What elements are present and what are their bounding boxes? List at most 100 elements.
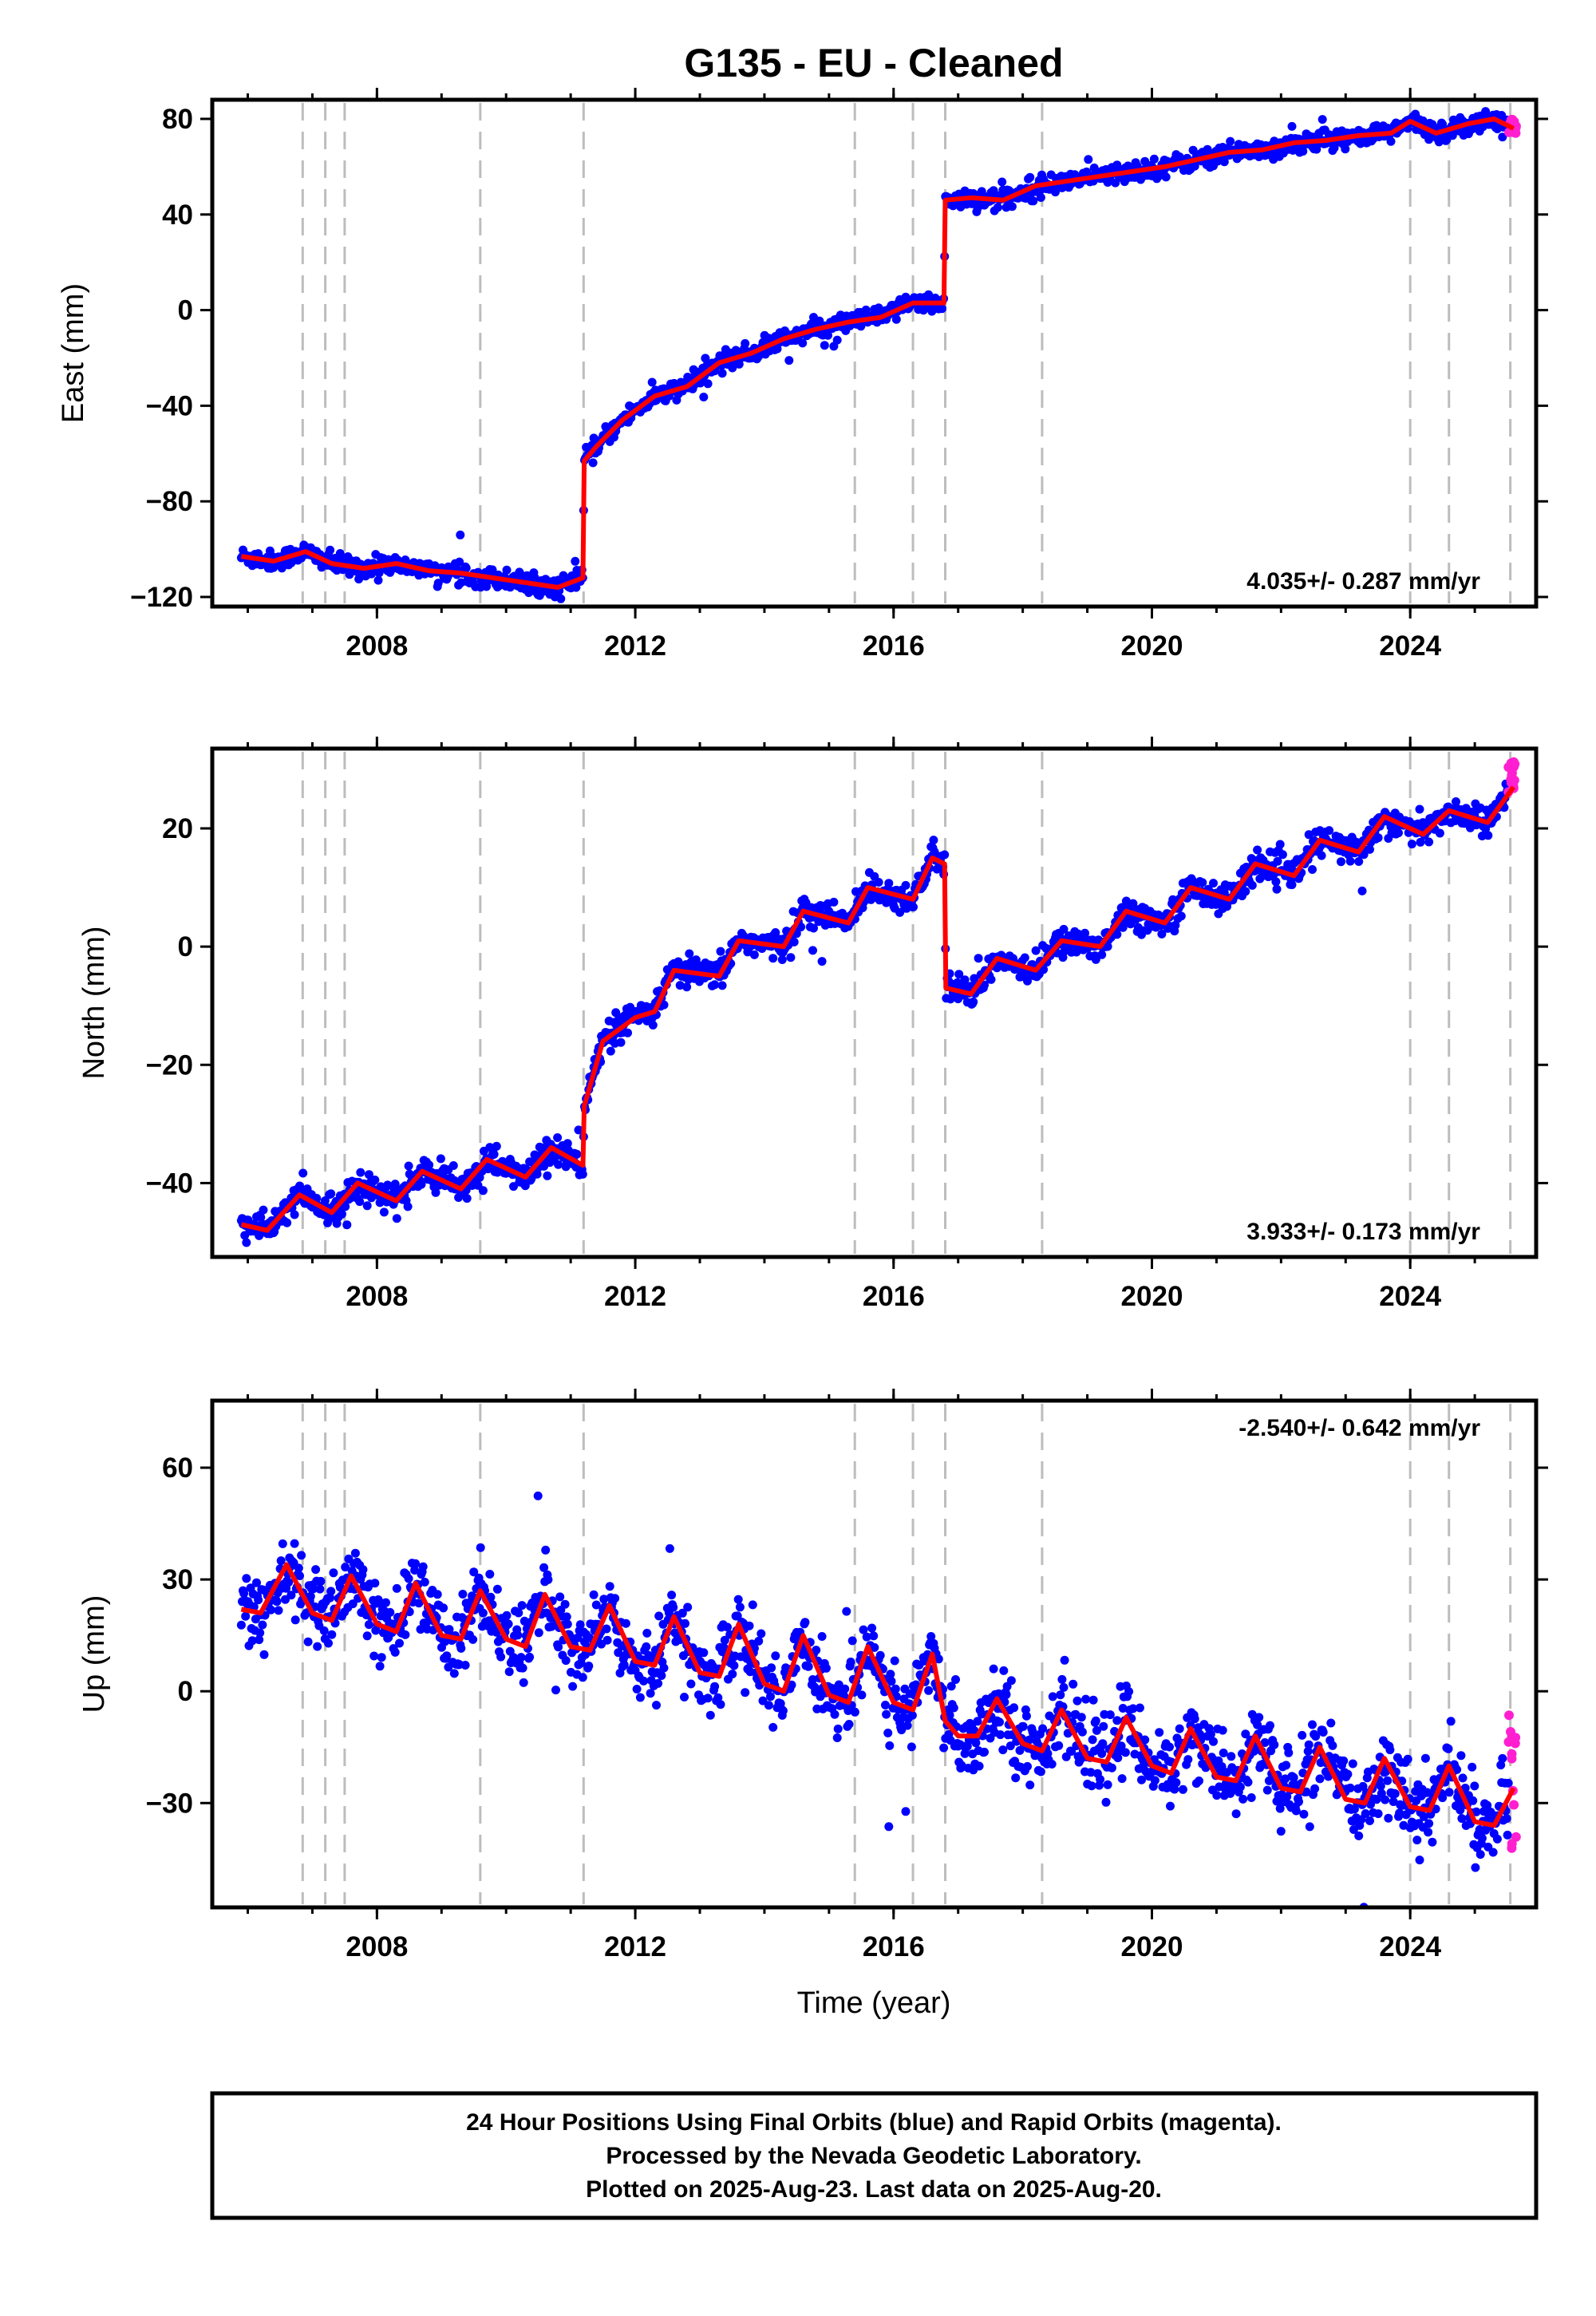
up-point <box>832 1733 842 1742</box>
up-point <box>1458 1773 1468 1783</box>
up-point <box>1088 1735 1097 1745</box>
up-point <box>1298 1730 1307 1740</box>
up-point <box>862 1632 871 1642</box>
up-point <box>326 1593 335 1603</box>
up-point <box>272 1597 282 1607</box>
east-point <box>824 330 832 340</box>
north-point <box>1424 837 1434 847</box>
up-point <box>1077 1727 1087 1737</box>
up-point <box>1254 1713 1264 1722</box>
east-point <box>1051 188 1060 197</box>
east-x-tick-label: 2024 <box>1379 630 1441 662</box>
up-point <box>1424 1819 1434 1828</box>
up-point <box>778 1706 788 1716</box>
up-point <box>882 1709 891 1719</box>
north-point <box>554 1160 563 1169</box>
up-point <box>1488 1848 1498 1857</box>
north-point <box>739 931 749 941</box>
up-point <box>1470 1781 1479 1791</box>
east-y-axis-label: East (mm) <box>57 283 90 423</box>
up-point <box>1067 1747 1077 1756</box>
north-point <box>749 950 759 959</box>
up-point <box>1246 1793 1256 1802</box>
north-point <box>1091 954 1100 964</box>
north-x-tick-label: 2008 <box>346 1281 408 1312</box>
east-y-tick-label: 0 <box>178 295 193 326</box>
up-point <box>369 1651 379 1661</box>
up-point <box>800 1618 810 1627</box>
up-point <box>610 1594 620 1603</box>
north-point <box>578 1169 587 1179</box>
up-point <box>1275 1804 1285 1813</box>
up-point <box>857 1690 867 1700</box>
north-point <box>298 1168 308 1178</box>
up-point <box>1150 1776 1159 1785</box>
up-point <box>1195 1777 1203 1785</box>
north-point <box>436 1154 445 1164</box>
up-point <box>1376 1781 1385 1791</box>
up-point <box>919 1656 929 1666</box>
up-point <box>886 1670 895 1679</box>
up-point <box>766 1692 775 1701</box>
up-point <box>1140 1735 1150 1745</box>
up-point <box>720 1635 729 1645</box>
up-point <box>926 1632 936 1641</box>
up-point <box>395 1638 404 1648</box>
north-rate-label: 3.933+/- 0.173 mm/yr <box>1246 1219 1480 1245</box>
up-point <box>733 1611 742 1621</box>
east-x-tick-label: 2012 <box>604 630 666 662</box>
north-point <box>986 974 996 984</box>
up-point <box>1025 1780 1035 1790</box>
up-point <box>1303 1746 1313 1756</box>
up-point <box>1243 1777 1253 1787</box>
up-point <box>1270 1740 1279 1749</box>
north-point <box>1112 930 1122 939</box>
up-point <box>1299 1809 1309 1819</box>
up-point <box>591 1600 601 1610</box>
east-x-tick-label: 2016 <box>863 630 925 662</box>
up-point <box>516 1653 526 1662</box>
north-point <box>1272 884 1282 894</box>
up-point <box>1289 1773 1298 1782</box>
up-point <box>311 1565 321 1575</box>
up-point <box>560 1599 570 1609</box>
up-rapid-point <box>1511 1832 1521 1842</box>
up-point <box>276 1556 286 1566</box>
east-final-orbit-points <box>236 107 1513 603</box>
up-point <box>1117 1774 1127 1784</box>
up-point <box>741 1688 750 1697</box>
north-point <box>1415 804 1424 814</box>
east-y-tick-label: −120 <box>130 582 193 613</box>
up-point <box>754 1636 764 1646</box>
up-point <box>764 1701 773 1710</box>
north-point <box>884 879 894 888</box>
up-point <box>303 1637 313 1646</box>
north-point <box>716 947 725 956</box>
up-point <box>1460 1784 1470 1792</box>
up-y-tick-label: −30 <box>146 1788 193 1819</box>
east-point <box>993 203 1002 212</box>
up-point <box>1266 1721 1274 1730</box>
up-point <box>1060 1655 1069 1665</box>
up-point <box>309 1584 318 1594</box>
up-point <box>1282 1761 1291 1770</box>
up-point <box>513 1630 523 1640</box>
up-point <box>949 1703 958 1713</box>
up-point <box>563 1619 572 1629</box>
up-point <box>1503 1830 1512 1840</box>
up-point <box>1036 1767 1045 1777</box>
up-point <box>442 1651 452 1661</box>
up-point <box>518 1663 527 1673</box>
up-point <box>1276 1827 1286 1836</box>
up-point <box>1009 1703 1019 1713</box>
north-point <box>777 955 787 964</box>
up-point <box>934 1654 943 1664</box>
up-point <box>1308 1720 1317 1729</box>
up-point <box>678 1608 687 1618</box>
up-point <box>1092 1725 1101 1735</box>
up-point <box>891 1684 900 1694</box>
up-point <box>1175 1724 1184 1733</box>
up-point <box>1476 1850 1485 1860</box>
up-point <box>1124 1687 1134 1697</box>
